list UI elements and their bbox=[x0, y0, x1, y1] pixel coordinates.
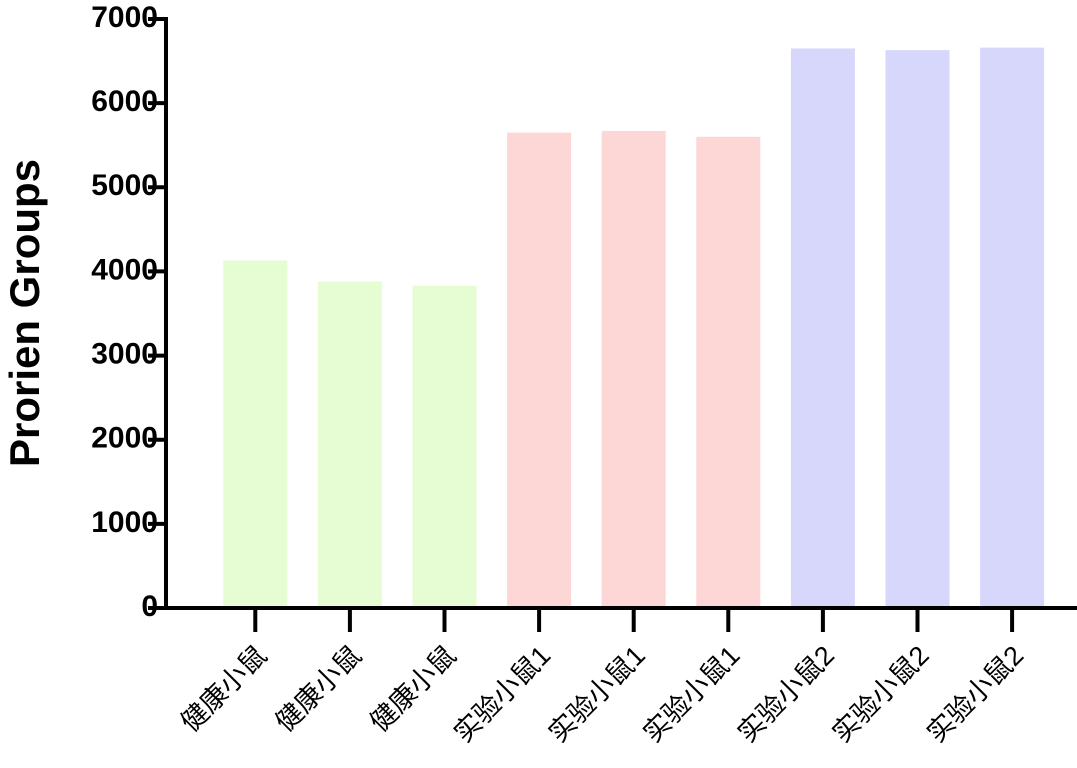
x-tick-label: 实验小鼠2 bbox=[921, 640, 1029, 748]
x-tick-label: 实验小鼠1 bbox=[448, 640, 556, 748]
x-tick-label: 健康小鼠 bbox=[175, 640, 273, 738]
y-axis-label: Prorien Groups bbox=[1, 159, 48, 467]
x-tick-label: 实验小鼠1 bbox=[637, 640, 745, 748]
y-tick-label: 5000 bbox=[91, 169, 158, 202]
bar bbox=[790, 48, 855, 608]
bar bbox=[507, 132, 572, 609]
y-tick-label: 4000 bbox=[91, 253, 158, 286]
x-tick-label: 实验小鼠2 bbox=[732, 640, 840, 748]
bar bbox=[885, 50, 950, 608]
bar bbox=[980, 47, 1045, 608]
bar bbox=[317, 281, 382, 608]
bar bbox=[601, 130, 666, 608]
bar bbox=[412, 285, 477, 608]
bar bbox=[223, 260, 288, 608]
y-tick-label: 7000 bbox=[91, 1, 158, 34]
x-tick-label: 健康小鼠 bbox=[364, 640, 462, 738]
x-tick-label: 实验小鼠2 bbox=[827, 640, 935, 748]
y-tick-label: 2000 bbox=[91, 422, 158, 455]
x-tick-label: 健康小鼠 bbox=[270, 640, 368, 738]
x-tick-label: 实验小鼠1 bbox=[543, 640, 651, 748]
y-tick-label: 3000 bbox=[91, 337, 158, 370]
y-tick-label: 0 bbox=[141, 590, 158, 623]
bar bbox=[696, 136, 761, 609]
y-tick-label: 6000 bbox=[91, 85, 158, 118]
y-tick-label: 1000 bbox=[91, 506, 158, 539]
